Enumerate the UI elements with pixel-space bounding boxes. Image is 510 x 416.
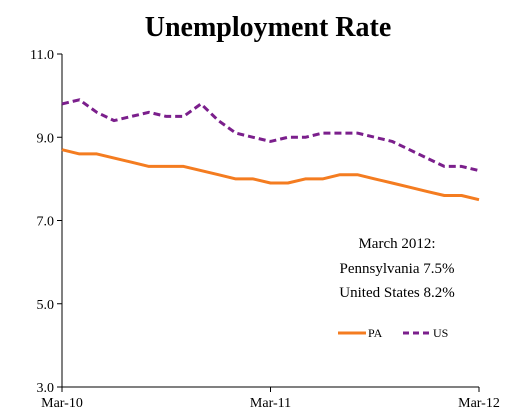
chart-title: Unemployment Rate (145, 12, 392, 43)
y-tick-label: 3.0 (37, 381, 55, 396)
annotation-line-3: United States 8.2% (339, 285, 454, 301)
annotation-line-1: March 2012: (358, 236, 435, 252)
series-line-pa (61, 148, 480, 202)
y-tick-label: 7.0 (37, 215, 55, 230)
legend: PA US (338, 326, 448, 340)
x-tick-label: Mar-11 (250, 396, 291, 411)
legend-label-pa: PA (368, 326, 383, 340)
y-tick-label: 11.0 (30, 48, 54, 63)
x-tick-label: Mar-10 (41, 396, 83, 411)
y-tick-label: 5.0 (37, 298, 55, 313)
annotation-box: March 2012: Pennsylvania 7.5% United Sta… (339, 236, 454, 301)
y-tick-label: 9.0 (37, 131, 55, 146)
annotation-line-2: Pennsylvania 7.5% (340, 261, 455, 277)
x-tick-label: Mar-12 (458, 396, 500, 411)
legend-label-us: US (433, 326, 448, 340)
series-layer (61, 98, 480, 202)
axes: 3.0 5.0 7.0 9.0 11.0 Mar-10 Mar-11 Mar-12 (30, 48, 500, 411)
